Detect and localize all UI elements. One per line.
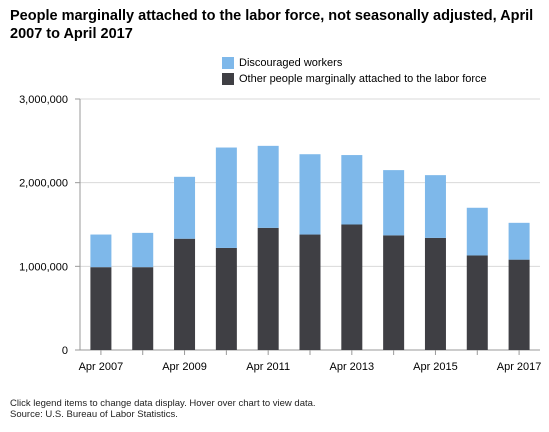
y-tick-label: 1,000,000 [19,261,68,273]
bar-other-marginally-attached[interactable]: Other people marginally attached to the … [466,255,488,350]
bar-other-marginally-attached[interactable]: Other people marginally attached to the … [215,247,237,350]
bar-other-marginally-attached[interactable]: Other people marginally attached to the … [174,238,196,350]
bar-other-marginally-attached[interactable]: Other people marginally attached to the … [424,237,446,350]
x-tick-label: Apr 2011 [246,361,290,373]
bar-discouraged-workers[interactable]: Discouraged workers, Apr 2007: 390,000 [90,234,112,268]
x-tick-label: Apr 2007 [79,361,124,373]
x-tick-label: Apr 2009 [162,361,207,373]
chart-title: People marginally attached to the labor … [10,8,534,42]
bar-other-marginally-attached[interactable]: Other people marginally attached to the … [383,235,405,350]
legend-swatch-discouraged [222,57,234,69]
bar-discouraged-workers[interactable]: Discouraged workers, Apr 2017: 440,000 [508,222,530,260]
bar-discouraged-workers[interactable]: Discouraged workers, Apr 2015: 750,000 [424,175,446,238]
bar-discouraged-workers[interactable]: Discouraged workers, Apr 2014: 780,000 [383,170,405,236]
bar-other-marginally-attached[interactable]: Other people marginally attached to the … [341,224,363,351]
bar-discouraged-workers[interactable]: Discouraged workers, Apr 2012: 960,000 [299,154,321,235]
bar-discouraged-workers[interactable]: Discouraged workers, Apr 2008: 410,000 [132,232,154,268]
legend-item-discouraged-workers[interactable]: Discouraged workers [222,56,487,70]
footnote-instructions: Click legend items to change data displa… [10,398,316,409]
x-tick-label: Apr 2013 [329,361,374,373]
bar-other-marginally-attached[interactable]: Other people marginally attached to the … [508,259,530,350]
bar-discouraged-workers[interactable]: Discouraged workers, Apr 2016: 570,000 [466,207,488,256]
bar-discouraged-workers[interactable]: Discouraged workers, Apr 2011: 980,000 [257,145,279,228]
x-tick-label: Apr 2015 [413,361,458,373]
bar-other-marginally-attached[interactable]: Other people marginally attached to the … [132,267,154,350]
bar-discouraged-workers[interactable]: Discouraged workers, Apr 2009: 740,000 [174,176,196,239]
bar-other-marginally-attached[interactable]: Other people marginally attached to the … [299,234,321,350]
legend-label-discouraged: Discouraged workers [239,57,343,69]
legend: Discouraged workers Other people margina… [222,56,487,88]
footnote-source: Source: U.S. Bureau of Labor Statistics. [10,409,178,420]
bar-other-marginally-attached[interactable]: Other people marginally attached to the … [90,267,112,350]
y-tick-label: 0 [62,345,68,357]
legend-label-other: Other people marginally attached to the … [239,73,487,85]
bar-discouraged-workers[interactable]: Discouraged workers, Apr 2013: 830,000 [341,155,363,225]
footnote: Click legend items to change data displa… [10,398,316,420]
bar-discouraged-workers[interactable]: Discouraged workers, Apr 2010: 1,200,000 [215,147,237,248]
legend-swatch-other [222,73,234,85]
x-tick-label: Apr 2017 [497,361,542,373]
y-tick-label: 3,000,000 [19,94,68,106]
bar-other-marginally-attached[interactable]: Other people marginally attached to the … [257,227,279,350]
y-tick-label: 2,000,000 [19,178,68,190]
legend-item-other-marginally-attached[interactable]: Other people marginally attached to the … [222,72,487,86]
